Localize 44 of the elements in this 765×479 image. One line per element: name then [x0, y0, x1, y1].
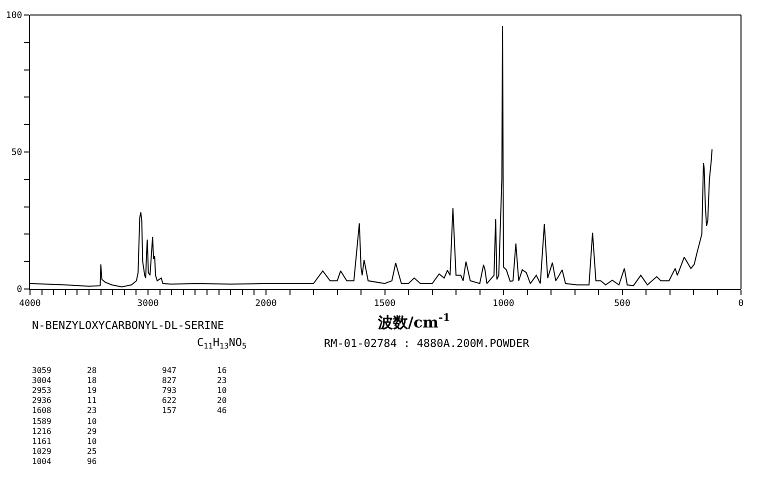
x-tick-label: 4000	[19, 298, 41, 309]
text: 622	[162, 396, 177, 405]
x-tick-label: 1500	[374, 298, 396, 309]
text: C$_{11}$H$_{13}$NO$_{5}$	[197, 336, 248, 350]
text: 1216	[32, 427, 52, 436]
x-tick-label: 500	[614, 298, 630, 309]
text: 28	[87, 366, 97, 375]
x-axis-title: 波数/cm$^{-1}$	[377, 312, 450, 332]
text: 947	[162, 366, 177, 375]
text: 3059	[32, 366, 52, 375]
text: 1004	[32, 457, 52, 466]
text: 3004	[32, 376, 52, 385]
text: 10	[87, 417, 97, 426]
text: N-BENZYLOXYCARBONYL-DL-SERINE	[32, 319, 224, 332]
x-tick-label: 2000	[255, 298, 277, 309]
text: 2953	[32, 386, 52, 395]
text: 23	[217, 376, 227, 385]
text: 19	[87, 386, 97, 395]
text: 46	[217, 406, 227, 415]
y-tick-label: 0	[16, 285, 22, 296]
text: 11	[87, 396, 97, 405]
x-tick-label: 1000	[492, 298, 514, 309]
x-tick-label: 3000	[137, 298, 159, 309]
text: 793	[162, 386, 177, 395]
text: 1161	[32, 437, 52, 446]
text: RM-01-02784 : 4880A.200M.POWDER	[324, 337, 530, 350]
text: 10	[87, 437, 97, 446]
text: 29	[87, 427, 97, 436]
text: 827	[162, 376, 177, 385]
text: 96	[87, 457, 97, 466]
text: 20	[217, 396, 227, 405]
y-tick-label: 100	[6, 11, 22, 22]
x-tick-label: 0	[738, 298, 744, 309]
text: 2936	[32, 396, 52, 405]
text: 23	[87, 406, 97, 415]
text: 16	[217, 366, 227, 375]
text: 18	[87, 376, 97, 385]
text: 157	[162, 406, 177, 415]
y-tick-label: 50	[11, 148, 22, 158]
text: 1608	[32, 406, 52, 415]
text: 25	[87, 447, 97, 456]
text: 10	[217, 386, 227, 395]
text: 1029	[32, 447, 52, 456]
text: 1589	[32, 417, 52, 426]
